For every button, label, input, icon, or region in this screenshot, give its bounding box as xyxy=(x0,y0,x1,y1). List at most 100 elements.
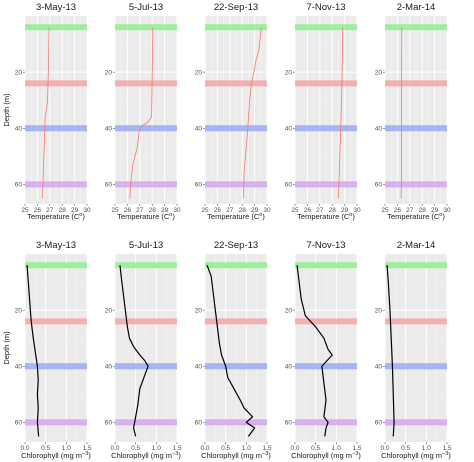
x-axis-label-end: ) xyxy=(172,212,175,221)
x-tick-label: 25 xyxy=(111,207,119,214)
x-axis-label-superscript: −3 xyxy=(352,451,358,457)
panel-title: 22-Sep-13 xyxy=(214,2,258,13)
x-tick-label: 0.5 xyxy=(311,445,320,452)
depth-band xyxy=(385,419,447,426)
depth-band xyxy=(385,24,447,31)
x-tick-label: 29 xyxy=(71,207,79,214)
depth-band xyxy=(115,80,177,87)
x-tick-label: 1.5 xyxy=(352,445,361,452)
x-axis-label: Temperature (Co) xyxy=(387,212,445,221)
y-tick-label: 60 xyxy=(195,420,203,427)
depth-band xyxy=(295,181,357,188)
x-axis-label: Chlorophyll (mg m−3) xyxy=(201,451,271,460)
x-axis-label-superscript: o xyxy=(439,212,442,218)
x-axis-label-superscript: −3 xyxy=(82,451,88,457)
x-tick-label: 1.5 xyxy=(262,445,271,452)
x-axis-label-superscript: −3 xyxy=(172,451,178,457)
x-axis-label-text: Chlorophyll (mg m xyxy=(111,451,172,460)
depth-band xyxy=(25,419,87,426)
y-tick-label: 20 xyxy=(105,69,113,76)
depth-band xyxy=(295,419,357,426)
profile-line xyxy=(119,265,149,437)
x-tick-label: 29 xyxy=(341,207,349,214)
profile-line xyxy=(296,265,333,437)
y-tick-label: 60 xyxy=(375,420,383,427)
x-tick-label: 29 xyxy=(161,207,169,214)
profile-line xyxy=(129,27,154,199)
x-tick-label: 30 xyxy=(263,207,271,214)
y-tick-label: 20 xyxy=(105,307,113,314)
x-tick-label: 0.0 xyxy=(200,445,209,452)
x-tick-label: 0.5 xyxy=(131,445,140,452)
x-tick-label: 1.5 xyxy=(82,445,91,452)
x-tick-label: 28 xyxy=(149,207,157,214)
y-tick-label: 60 xyxy=(195,182,203,189)
x-tick-label: 27 xyxy=(406,207,414,214)
panel-temperature-2 xyxy=(113,16,178,206)
x-axis-label-end: ) xyxy=(358,451,361,460)
x-tick-label: 1.0 xyxy=(62,445,71,452)
depth-band xyxy=(115,24,177,31)
depth-band xyxy=(295,262,357,269)
panel-chlorophyll-4 xyxy=(293,254,358,444)
x-axis-label-text: Temperature (C xyxy=(387,212,440,221)
x-axis-label: Chlorophyll (mg m−3) xyxy=(291,451,361,460)
x-axis-label-end: ) xyxy=(88,451,91,460)
depth-band xyxy=(25,24,87,31)
depth-band xyxy=(25,181,87,188)
y-tick-label: 60 xyxy=(285,182,293,189)
x-tick-label: 25 xyxy=(201,207,209,214)
x-tick-label: 27 xyxy=(226,207,234,214)
x-tick-label: 27 xyxy=(136,207,144,214)
x-tick-label: 30 xyxy=(353,207,361,214)
x-axis-label-end: ) xyxy=(442,212,445,221)
y-tick-label: 40 xyxy=(15,126,23,133)
x-axis-label: Temperature (Co) xyxy=(27,212,85,221)
x-tick-label: 30 xyxy=(173,207,181,214)
depth-band xyxy=(385,363,447,370)
y-tick-label: 20 xyxy=(195,69,203,76)
depth-band xyxy=(205,181,267,188)
y-tick-label: 40 xyxy=(105,126,113,133)
depth-band xyxy=(205,318,267,325)
depth-band xyxy=(295,363,357,370)
x-tick-label: 0.5 xyxy=(221,445,230,452)
x-axis-label-superscript: o xyxy=(259,212,262,218)
panel-temperature-5 xyxy=(383,16,448,206)
depth-band xyxy=(385,318,447,325)
panel-title: 5-Jul-13 xyxy=(129,2,163,13)
x-axis-label: Chlorophyll (mg m−3) xyxy=(111,451,181,460)
profile-line xyxy=(26,265,40,437)
x-axis-label: Temperature (Co) xyxy=(117,212,175,221)
x-tick-label: 25 xyxy=(291,207,299,214)
x-axis-label-text: Temperature (C xyxy=(117,212,170,221)
y-tick-label: 60 xyxy=(285,420,293,427)
y-tick-label: 60 xyxy=(15,182,23,189)
x-tick-label: 0.0 xyxy=(20,445,29,452)
y-tick-label: 20 xyxy=(375,307,383,314)
x-axis-label: Chlorophyll (mg m−3) xyxy=(21,451,91,460)
y-axis-label: Depth (m) xyxy=(2,331,11,365)
x-tick-label: 0.0 xyxy=(380,445,389,452)
x-tick-label: 29 xyxy=(431,207,439,214)
panel-title: 3-May-13 xyxy=(36,2,76,13)
x-tick-label: 28 xyxy=(59,207,67,214)
y-tick-label: 40 xyxy=(195,364,203,371)
x-axis-label-text: Chlorophyll (mg m xyxy=(381,451,442,460)
depth-band xyxy=(205,80,267,87)
y-tick-label: 40 xyxy=(195,126,203,133)
x-tick-label: 30 xyxy=(83,207,91,214)
x-axis-label-text: Chlorophyll (mg m xyxy=(291,451,352,460)
y-tick-label: 40 xyxy=(285,364,293,371)
profile-line xyxy=(338,27,344,199)
x-tick-label: 26 xyxy=(394,207,402,214)
x-axis-label-end: ) xyxy=(352,212,355,221)
panel-title: 7-Nov-13 xyxy=(306,2,345,13)
panel-chlorophyll-3 xyxy=(203,254,268,444)
depth-band xyxy=(205,363,267,370)
x-tick-label: 0.5 xyxy=(401,445,410,452)
depth-band xyxy=(295,318,357,325)
x-axis-label: Temperature (Co) xyxy=(297,212,355,221)
x-tick-label: 28 xyxy=(419,207,427,214)
